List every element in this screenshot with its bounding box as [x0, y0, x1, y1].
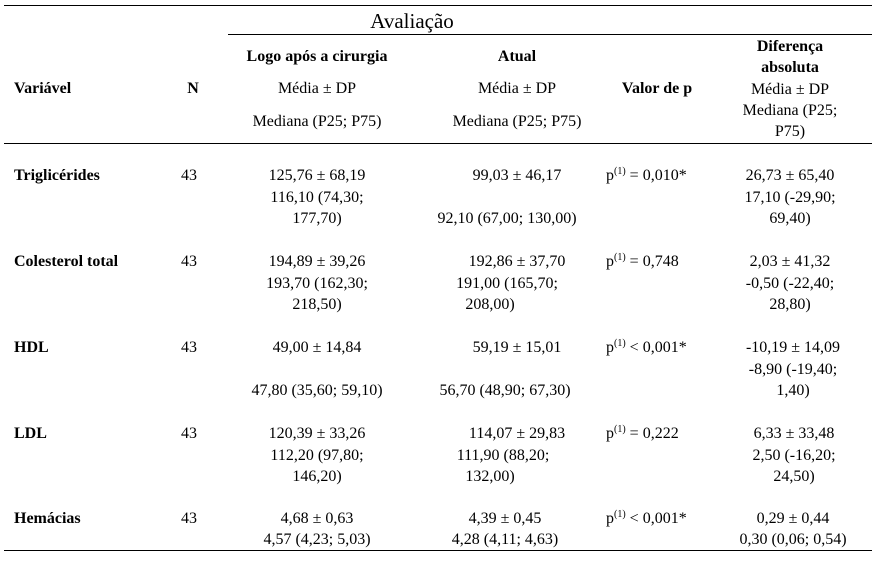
- row-atual-media: 4,39 ± 0,45: [468, 510, 542, 527]
- header-dif-mediana-2: P75): [774, 123, 806, 140]
- row-dif-media: 2,03 ± 41,32: [749, 253, 831, 270]
- row-n: 43: [181, 510, 197, 527]
- header-atual-media: Média ± DP: [477, 80, 557, 97]
- row-dif-mediana-cont: 69,40): [769, 210, 811, 227]
- row-atual-mediana: 191,00 (165,70;: [456, 275, 558, 292]
- row-dif-mediana: 2,50 (-16,20;: [752, 447, 836, 464]
- header-dif-mediana-1: Mediana (P25;: [742, 102, 838, 119]
- row-atual-media: 59,19 ± 15,01: [472, 339, 562, 356]
- row-atual-mediana: 92,10 (67,00; 130,00): [437, 210, 577, 227]
- row-logo-media: 194,89 ± 39,26: [268, 253, 366, 270]
- row-variavel: Triglicérides: [14, 167, 100, 184]
- row-p-value: p(1) < 0,001*: [606, 338, 687, 357]
- row-variavel: Colesterol total: [14, 253, 119, 270]
- bottom-rule: [4, 550, 872, 551]
- row-dif-mediana-cont: 24,50): [773, 468, 815, 485]
- row-logo-mediana-cont: 146,20): [292, 468, 342, 485]
- header-diferenca-2: absoluta: [761, 59, 819, 76]
- row-p-value: p(1) = 0,010*: [606, 166, 687, 185]
- top-rule: [4, 5, 872, 6]
- row-variavel: Hemácias: [14, 510, 81, 527]
- row-atual-mediana-cont: 208,00): [465, 296, 515, 313]
- row-atual-mediana: 56,70 (48,90; 67,30): [439, 382, 571, 399]
- row-p-value: p(1) = 0,222: [606, 424, 679, 443]
- row-logo-mediana: 112,20 (97,80;: [270, 447, 364, 464]
- header-diferenca-1: Diferença: [756, 38, 824, 55]
- row-atual-media: 114,07 ± 29,83: [468, 425, 566, 442]
- row-n: 43: [181, 253, 197, 270]
- table-title: Avaliação: [370, 9, 454, 33]
- row-variavel: HDL: [14, 339, 49, 356]
- row-atual-mediana-cont: 132,00): [465, 468, 515, 485]
- row-logo-mediana-cont: 177,70): [292, 210, 342, 227]
- row-p-value: p(1) < 0,001*: [606, 509, 687, 528]
- header-dif-media: Média ± DP: [750, 81, 830, 98]
- header-atual-title: Atual: [497, 48, 537, 65]
- header-rule: [4, 143, 872, 144]
- row-n: 43: [181, 425, 197, 442]
- row-atual-mediana: 4,28 (4,11; 4,63): [451, 531, 559, 548]
- header-valor-p: Valor de p: [621, 80, 693, 97]
- row-atual-mediana: 111,90 (88,20;: [456, 447, 550, 464]
- row-dif-media: 26,73 ± 65,40: [745, 167, 835, 184]
- row-dif-mediana: -8,90 (-19,40;: [748, 361, 838, 378]
- row-logo-mediana: 116,10 (74,30;: [270, 189, 364, 206]
- row-logo-mediana: 4,57 (4,23; 5,03): [263, 531, 371, 548]
- header-atual-mediana: Mediana (P25; P75): [452, 113, 582, 130]
- row-dif-mediana: 0,30 (0,06; 0,54): [739, 531, 847, 548]
- row-logo-mediana: 193,70 (162,30;: [266, 275, 368, 292]
- row-dif-mediana: -0,50 (-22,40;: [745, 275, 835, 292]
- row-dif-media: 0,29 ± 0,44: [756, 510, 830, 527]
- row-variavel: LDL: [14, 425, 47, 442]
- row-atual-media: 192,86 ± 37,70: [468, 253, 566, 270]
- row-logo-media: 125,76 ± 68,19: [268, 167, 366, 184]
- row-n: 43: [181, 339, 197, 356]
- header-logo-media: Média ± DP: [277, 80, 357, 97]
- title-rule: [228, 34, 872, 35]
- row-logo-mediana-cont: 218,50): [292, 296, 342, 313]
- row-logo-mediana: 47,80 (35,60; 59,10): [251, 382, 383, 399]
- row-dif-mediana-cont: 28,80): [769, 296, 811, 313]
- row-logo-media: 4,68 ± 0,63: [280, 510, 354, 527]
- row-dif-mediana-cont: 1,40): [776, 382, 810, 399]
- header-n: N: [187, 80, 199, 97]
- row-logo-media: 120,39 ± 33,26: [268, 425, 366, 442]
- row-dif-mediana: 17,10 (-29,90;: [744, 189, 836, 206]
- row-dif-media: 6,33 ± 33,48: [753, 425, 835, 442]
- row-n: 43: [181, 167, 197, 184]
- row-atual-media: 99,03 ± 46,17: [472, 167, 562, 184]
- row-p-value: p(1) = 0,748: [606, 252, 679, 271]
- header-logo-mediana: Mediana (P25; P75): [252, 113, 382, 130]
- row-dif-media: -10,19 ± 14,09: [745, 339, 841, 356]
- header-logo-title: Logo após a cirurgia: [246, 48, 388, 65]
- row-logo-media: 49,00 ± 14,84: [272, 339, 362, 356]
- header-variavel: Variável: [14, 80, 72, 97]
